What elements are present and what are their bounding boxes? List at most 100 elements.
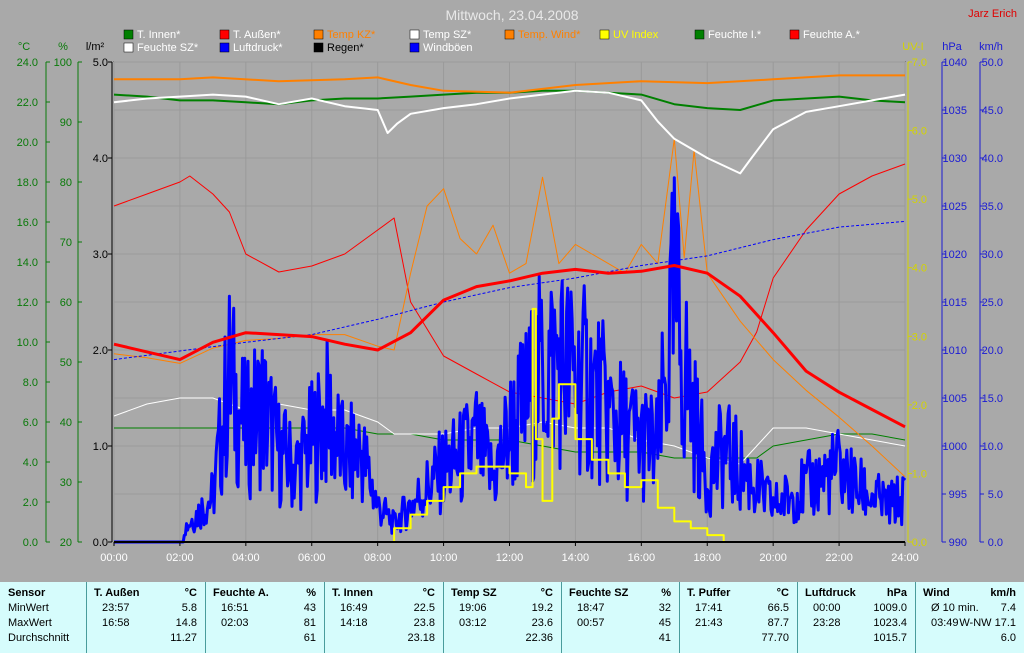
solar-unit-label: l/m² [86,41,105,53]
x-tick-label: 12:00 [496,552,524,564]
weather-chart: 00:00 02:00 04:00 06:00 08:00 10:00 12:00 14:00… [0,0,1024,582]
stats-min-value: 19.2 [531,602,553,614]
pressure-tick-label: 1020 [943,249,967,261]
series-line-temp-sz [113,89,906,175]
humidity-tick-label: 40 [60,417,72,429]
humidity-tick-label: 80 [60,177,72,189]
x-tick-label: 00:00 [100,552,128,564]
uv-tick-label: 1.0 [912,468,927,480]
pressure-tick-label: 1025 [943,201,967,213]
stats-column-unit: °C [540,587,553,599]
stats-max-time: 23:28 [813,617,841,629]
uv-tick-label: 5.0 [912,194,927,206]
stats-max-value: 1023.4 [873,617,907,629]
stats-max-time: 16:58 [102,617,130,629]
stats-min-value: 1009.0 [873,602,907,614]
solar-tick-label: 0.0 [93,537,108,549]
stats-average: 77.70 [761,632,789,644]
stats-max-value: 81 [303,617,316,629]
stats-column: Temp SZ °C 19:06 19.2 03:12 23.6 22.36 [443,582,561,653]
stats-average: 23.18 [407,632,435,644]
pressure-tick-label: 1040 [943,57,967,69]
humidity-tick-label: 50 [60,357,72,369]
stats-column-unit: °C [184,587,197,599]
stats-label-column: Sensor MinWert MaxWert Durchschnitt [0,582,86,653]
stats-min-time: 00:00 [813,602,841,614]
pressure-tick-label: 1000 [943,441,967,453]
series-line-feuchte-a [113,163,906,405]
pressure-tick-label: 1030 [943,153,967,165]
stats-column-unit: °C [422,587,435,599]
square-icon [313,42,324,53]
stats-column: Feuchte SZ% 18:47 32 00:57 45 41 [561,582,679,653]
x-tick-label: 02:00 [166,552,194,564]
series-line-t-außen [113,264,906,429]
x-tick-label: 04:00 [232,552,260,564]
stats-column-name: Luftdruck [805,587,856,599]
square-icon [123,42,134,53]
temp-tick-label: 16.0 [17,217,38,229]
wind-tick-label: 5.0 [988,489,1003,501]
x-tick-label: 20:00 [759,552,787,564]
series-line-temp-kz [114,74,905,94]
wind-tick-label: 40.0 [982,153,1003,165]
pressure-tick-label: 1010 [943,345,967,357]
stats-max-value: 23.6 [531,617,553,629]
uv-tick-label: 4.0 [912,263,927,275]
statistics-table: Sensor MinWert MaxWert Durchschnitt T. A… [0,582,1024,653]
stats-max-value: 45 [658,617,671,629]
stats-max-value: W-NW 17.1 [959,617,1016,629]
pressure-tick-label: 1005 [943,393,967,405]
stats-column: T. Außen °C 23:57 5.8 16:58 14.8 11.27 [86,582,205,653]
humidity-tick-label: 90 [60,117,72,129]
temp-tick-label: 10.0 [17,337,38,349]
stats-separator [561,582,562,653]
legend-label: T. Innen* [137,29,181,41]
stats-average: 1015.7 [873,632,907,644]
stats-column-unit: km/h [990,587,1016,599]
author-label: Jarz Erich [968,8,1017,20]
legend-label: Windböen [423,42,473,54]
pressure-tick-label: 990 [949,537,967,549]
stats-column-name: T. Puffer [687,587,731,599]
stats-min-time: 16:49 [340,602,368,614]
stats-max-value: 14.8 [175,617,197,629]
stats-min-value: 66.5 [767,602,789,614]
chart-title: Mittwoch, 23.04.2008 [445,7,578,23]
temp-tick-label: 8.0 [23,377,38,389]
temp-tick-label: 18.0 [17,177,38,189]
temp-tick-label: 0.0 [23,537,38,549]
temp-tick-label: 12.0 [17,297,38,309]
temp-tick-label: 20.0 [17,137,38,149]
series-line-windböen [113,176,907,544]
uv-unit-label: UV-I [902,41,923,53]
legend-label: Feuchte I.* [708,29,762,41]
stats-separator [324,582,325,653]
stats-separator [797,582,798,653]
legend-label: UV Index [613,29,659,41]
temp-tick-label: 24.0 [17,57,38,69]
stats-separator [86,582,87,653]
series-line-luftdruck [113,220,906,361]
stats-column: T. Innen °C 16:49 22.5 14:18 23.8 23.18 [324,582,443,653]
stats-column: Wind km/h Ø 10 min. 7.4 03:49 W-NW 17.1 6.0 [915,582,1024,653]
stats-max-time: 14:18 [340,617,368,629]
axes-layer: 00:00 02:00 04:00 06:00 08:00 10:00 12:00 14:00… [17,41,1003,564]
legend-label: Feuchte A.* [803,29,861,41]
stats-column-unit: % [661,587,671,599]
stats-average: 6.0 [1000,632,1016,644]
solar-tick-label: 4.0 [93,153,108,165]
stats-min-value: 5.8 [181,602,197,614]
stats-column-name: Feuchte A. [213,587,269,599]
stats-min-time: 16:51 [221,602,249,614]
square-icon [599,29,610,40]
uv-tick-label: 3.0 [912,331,927,343]
pressure-unit-label: hPa [942,41,962,53]
pressure-tick-label: 1015 [943,297,967,309]
temp-tick-label: 14.0 [17,257,38,269]
square-icon [219,42,230,53]
chart-background [0,0,1024,582]
stats-separator [915,582,916,653]
humidity-tick-label: 60 [60,297,72,309]
x-tick-label: 06:00 [298,552,326,564]
